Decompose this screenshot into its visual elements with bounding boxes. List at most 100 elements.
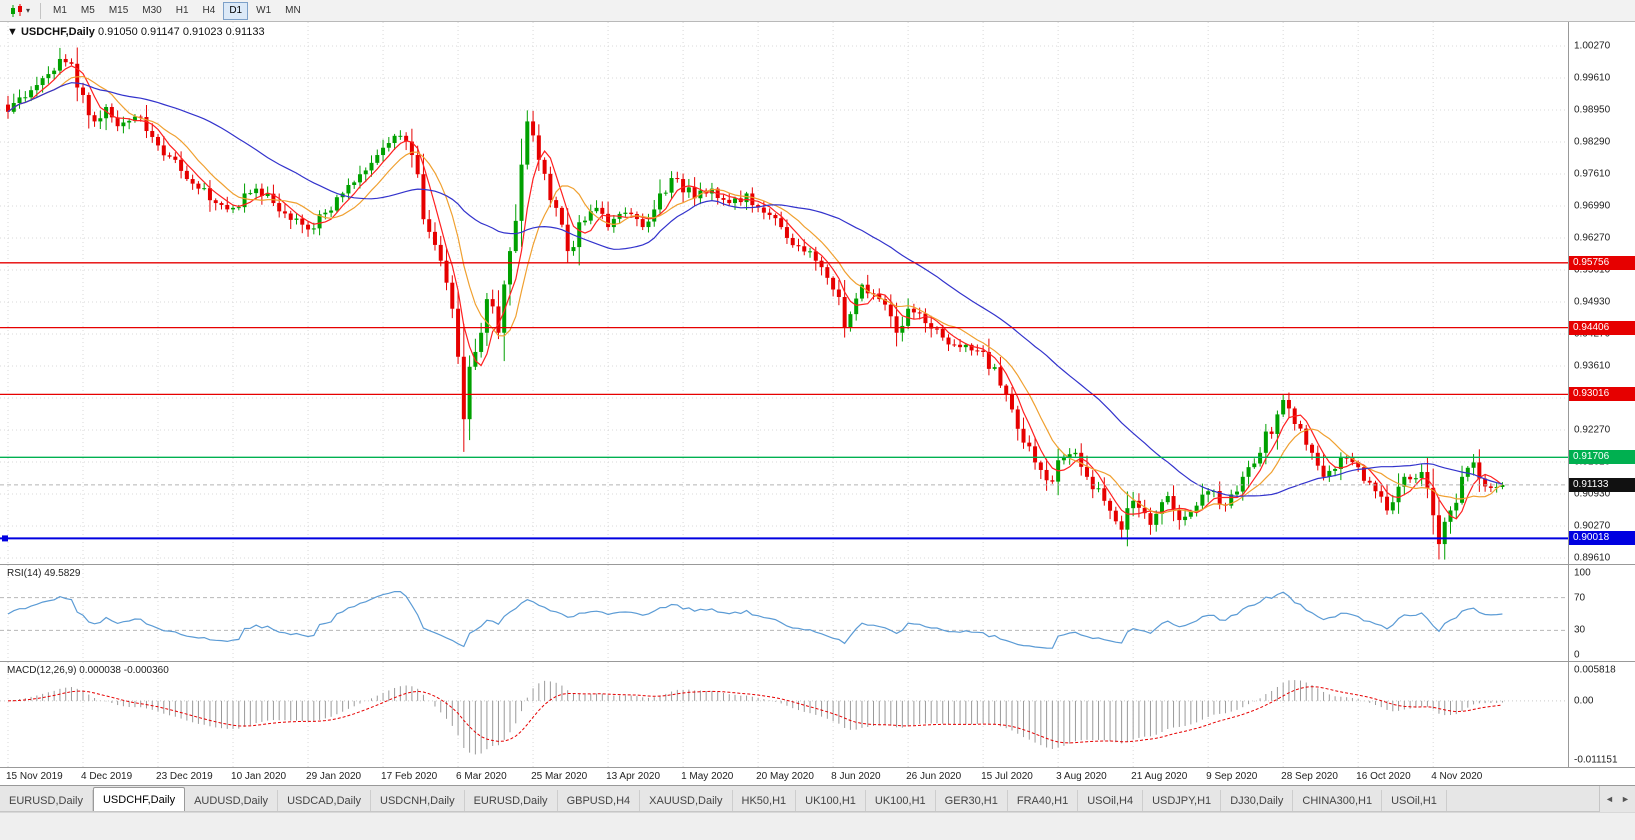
date-tick: 8 Jun 2020 [831,771,881,782]
chart-type-button[interactable]: ▾ [4,2,35,20]
macd-tick: 0.005818 [1574,664,1616,676]
chart-tab-gbpusd-h4[interactable]: GBPUSD,H4 [557,790,641,811]
rsi-indicator-panel: RSI(14) 49.5829 100 70 30 0 [0,565,1635,662]
timeframe-button-m30[interactable]: M30 [142,5,162,16]
timeframe-button-d1[interactable]: D1 [223,1,249,20]
chart-tab-eurusd-daily[interactable]: EURUSD,Daily [0,790,93,811]
price-tick: 0.96270 [1574,232,1611,244]
current-price-tag: 0.91133 [1569,477,1635,492]
date-tick: 16 Oct 2020 [1356,771,1411,782]
date-tick: 25 Mar 2020 [531,771,588,782]
level-price-tag: 0.90018 [1569,531,1635,546]
date-tick: 6 Mar 2020 [456,771,507,782]
price-chart-canvas[interactable] [0,22,1568,564]
chart-tab-usdchf-daily[interactable]: USDCHF,Daily [92,787,186,811]
timeframe-button-m5[interactable]: M5 [80,5,95,16]
level-price-tag: 0.94406 [1569,320,1635,335]
chart-tab-eurusd-daily[interactable]: EURUSD,Daily [464,790,558,811]
tab-scroll-right-icon[interactable]: ► [1621,794,1630,804]
date-tick: 28 Sep 2020 [1281,771,1338,782]
price-tick: 0.89610 [1574,552,1611,564]
timeframe-button-m1[interactable]: M1 [53,5,67,16]
price-tick: 0.90270 [1574,520,1611,532]
chart-tab-usdcad-daily[interactable]: USDCAD,Daily [278,790,372,811]
rsi-axis[interactable]: 100 70 30 0 [1568,565,1635,661]
date-tick: 23 Dec 2019 [156,771,213,782]
moving-average-34-line [7,82,1503,497]
date-tick: 3 Aug 2020 [1056,771,1107,782]
candlestick-chart-icon [11,3,22,17]
tab-scroll-arrows: ◄ ► [1599,786,1635,812]
chart-tab-xauusd-daily[interactable]: XAUUSD,Daily [640,790,733,811]
chart-tab-usoil-h4[interactable]: USOil,H4 [1078,790,1144,811]
chart-tab-audusd-daily[interactable]: AUDUSD,Daily [185,790,279,811]
macd-signal-line [7,686,1503,744]
chart-tab-usdcnh-daily[interactable]: USDCNH,Daily [371,790,465,811]
level-price-tag: 0.91706 [1569,450,1635,465]
timeframe-toolbar: ▾ M1 M5 M15 M30 H1 H4 D1 W1 MN [0,0,1635,22]
chart-tab-uk100-h1[interactable]: UK100,H1 [796,790,866,811]
chart-tab-usoil-h1[interactable]: USOil,H1 [1382,790,1447,811]
moving-average-5-line [7,65,1503,520]
macd-tick: 0.00 [1574,695,1594,707]
macd-axis[interactable]: 0.005818 0.00 -0.011151 [1568,662,1635,767]
rsi-tick: 30 [1574,624,1586,636]
date-tick: 17 Feb 2020 [381,771,438,782]
ohlc-high: 0.91147 [140,26,180,38]
chart-tab-china300-h1[interactable]: CHINA300,H1 [1293,790,1383,811]
date-tick: 10 Jan 2020 [231,771,287,782]
moving-average-10-line [7,75,1503,514]
timeframe-button-m15[interactable]: M15 [108,5,129,16]
timeframe-button-mn[interactable]: MN [285,5,301,16]
price-tick: 0.92270 [1574,424,1611,436]
chart-tab-uk100-h1[interactable]: UK100,H1 [865,790,936,811]
price-axis[interactable]: 1.00270 0.99610 0.98950 0.98290 0.97610 0.969… [1568,22,1635,564]
date-tick: 1 May 2020 [681,771,734,782]
ohlc-open: 0.91050 [97,26,138,38]
date-tick: 15 Nov 2019 [6,771,63,782]
date-tick: 21 Aug 2020 [1131,771,1188,782]
chart-title-marker-icon: ▼ [7,26,18,38]
chart-tab-usdjpy-h1[interactable]: USDJPY,H1 [1143,790,1222,811]
tab-scroll-left-icon[interactable]: ◄ [1605,794,1614,804]
price-tick: 1.00270 [1574,40,1611,52]
price-tick: 0.98950 [1574,104,1611,116]
timeframe-buttons: M1 M5 M15 M30 H1 H4 D1 W1 MN [46,1,308,20]
macd-value: 0.000038 [79,665,121,676]
candlesticks[interactable] [6,47,1505,560]
rsi-value: 49.5829 [44,568,81,579]
chart-tab-dj30-daily[interactable]: DJ30,Daily [1221,790,1294,811]
date-tick: 4 Nov 2020 [1431,771,1483,782]
macd-signal-value: -0.000360 [123,665,169,676]
timeframe-button-h4[interactable]: H4 [202,5,216,16]
horizontal-level-lines [0,262,1568,542]
status-bar [0,812,1635,840]
date-axis[interactable]: 15 Nov 2019 4 Dec 2019 23 Dec 2019 10 Jan 2… [0,768,1635,786]
timeframe-button-w1[interactable]: W1 [256,5,272,16]
chart-tab-ger30-h1[interactable]: GER30,H1 [935,790,1008,811]
price-tick: 0.97610 [1574,168,1611,180]
chart-tab-bar: EURUSD,Daily USDCHF,Daily AUDUSD,Daily USDC… [0,786,1635,812]
date-tick: 13 Apr 2020 [606,771,661,782]
rsi-label: RSI(14) 49.5829 [7,568,81,579]
price-tick: 0.99610 [1574,72,1611,84]
macd-label: MACD(12,26,9) 0.000038 -0.000360 [7,665,169,676]
macd-tick: -0.011151 [1574,754,1618,766]
ohlc-low: 0.91023 [182,26,223,38]
rsi-tick: 100 [1574,567,1591,579]
level-line-handle[interactable] [2,535,8,542]
main-gridlines [0,22,1568,564]
dropdown-caret-icon: ▾ [26,6,31,15]
rsi-canvas[interactable] [0,565,1568,661]
level-price-tag: 0.93016 [1569,387,1635,402]
chart-tab-hk50-h1[interactable]: HK50,H1 [732,790,797,811]
date-tick: 9 Sep 2020 [1206,771,1258,782]
date-tick: 26 Jun 2020 [906,771,962,782]
chart-tab-fra40-h1[interactable]: FRA40,H1 [1007,790,1079,811]
price-tick: 0.94930 [1574,296,1611,308]
rsi-tick: 0 [1574,649,1580,661]
timeframe-button-h1[interactable]: H1 [175,5,189,16]
macd-canvas[interactable] [0,662,1568,767]
macd-histogram [13,680,1503,755]
